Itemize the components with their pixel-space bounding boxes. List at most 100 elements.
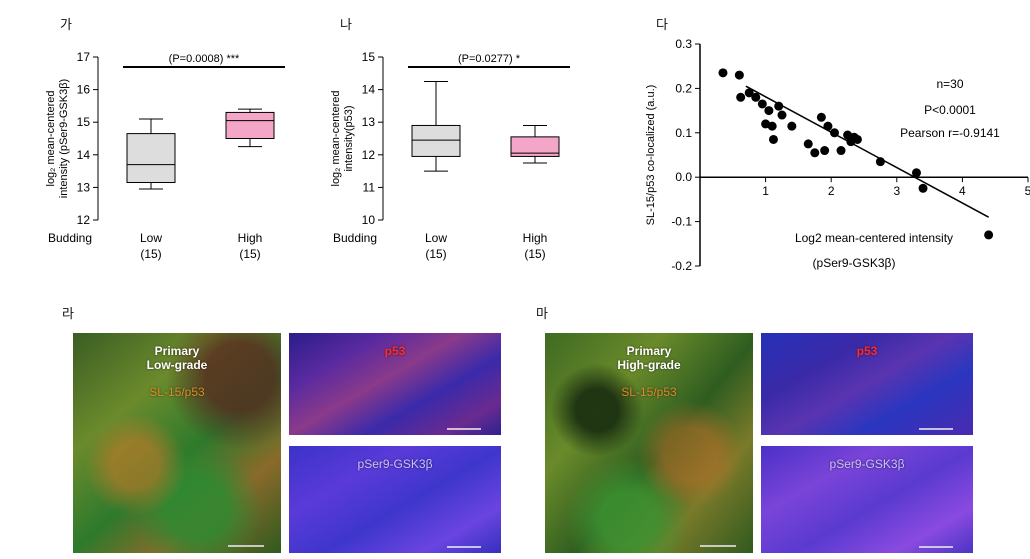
micrograph-high-grade-p53: p53 (761, 333, 973, 435)
caption-merge-label: SL-15/p53 (149, 385, 205, 399)
micrograph-low-grade-merged: Primary Low-grade SL-15/p53 (73, 333, 281, 553)
y-tick-label: 0.3 (675, 37, 692, 51)
panel-label-b: 나 (340, 18, 352, 33)
x-category-n: (15) (524, 247, 545, 261)
caption-pser9-gsk3b: pSer9-GSK3β (357, 457, 433, 471)
micrograph-high-grade-merged: Primary High-grade SL-15/p53 (545, 333, 753, 553)
data-point (918, 183, 928, 193)
data-point (911, 168, 921, 178)
x-category-n: (15) (239, 247, 260, 261)
y-tick-label: 0.2 (675, 81, 692, 95)
x-category-label: Low (425, 231, 447, 245)
data-point (836, 146, 846, 156)
y-axis-label: log₂ mean-centeredintensity (pSer9-GSK3β… (45, 79, 70, 198)
y-tick-label: 11 (363, 180, 376, 194)
y-tick-label: 13 (77, 180, 91, 194)
data-point (734, 70, 744, 80)
y-tick-label: 10 (362, 213, 376, 227)
x-category-n: (15) (425, 247, 446, 261)
panel-label-d: 라 (62, 307, 74, 322)
data-point (744, 88, 754, 98)
caption-p53: p53 (856, 344, 878, 358)
panel-label-e: 마 (536, 307, 548, 322)
scale-bar (228, 545, 264, 547)
box-low (126, 133, 176, 184)
x-category-n: (15) (140, 247, 161, 261)
significance-label: (P=0.0277) * (458, 53, 521, 65)
micrograph-low-grade-pser9-gsk3b: pSer9-GSK3β (289, 446, 501, 553)
x-tick-label: 1 (762, 184, 769, 198)
box-plot-pser9-gsk3b: 12 13 14 15 16 17 log₂ mean-centeredintensity … (45, 50, 285, 261)
y-tick-label: 0.0 (675, 170, 692, 184)
caption-primary: Primary (154, 344, 200, 358)
regression-line (745, 85, 989, 218)
y-tick-label: 14 (77, 148, 91, 162)
data-point (718, 68, 728, 78)
y-tick-label: 17 (77, 50, 91, 64)
data-point (820, 146, 830, 156)
stat-annotation: Pearson r=-0.9141 (900, 126, 1000, 140)
micrograph-low-grade-p53: p53 (289, 333, 501, 435)
caption-primary: Primary (626, 344, 672, 358)
x-tick-label: 4 (959, 184, 966, 198)
data-point (803, 139, 813, 149)
data-point (767, 121, 777, 131)
y-tick-label: 14 (362, 83, 376, 97)
caption-merge-label: SL-15/p53 (621, 385, 677, 399)
data-point (829, 128, 839, 138)
box-high (225, 111, 275, 139)
scale-bar (447, 428, 481, 430)
caption-p53: p53 (384, 344, 406, 358)
significance-label: (P=0.0008) *** (169, 53, 240, 65)
stat-annotation: P<0.0001 (924, 103, 976, 117)
data-point (757, 99, 767, 109)
y-tick-label: 12 (362, 148, 376, 162)
scale-bar (919, 546, 953, 548)
data-point (875, 157, 885, 167)
box-high (510, 136, 560, 157)
panel-label-c: 다 (656, 18, 668, 33)
stat-annotation: n=30 (936, 77, 963, 91)
data-point (736, 92, 746, 102)
x-tick-label: 3 (893, 184, 900, 198)
box-low (411, 124, 461, 157)
y-tick-label: 0.1 (675, 126, 692, 140)
y-tick-label: -0.1 (671, 215, 692, 229)
x-axis-title: Budding (48, 231, 92, 245)
caption-grade: Low-grade (146, 358, 208, 372)
data-point (816, 112, 826, 122)
scale-bar (700, 545, 736, 547)
scatter-plot-colocalization: -0.2 -0.1 0.0 0.1 0.2 0.3 1 2 3 4 5 SL-15/p53 co-lo… (645, 37, 1030, 273)
y-tick-label: 13 (362, 115, 376, 129)
x-category-label: High (523, 231, 548, 245)
box-plot-p53: 10 11 12 13 14 15 log₂ mean-centeredintensity(… (330, 50, 570, 261)
x-category-label: Low (140, 231, 162, 245)
caption-pser9-gsk3b: pSer9-GSK3β (829, 457, 905, 471)
data-point (774, 101, 784, 111)
data-point (768, 134, 778, 144)
x-axis-label: Log2 mean-centered intensity (795, 231, 953, 245)
data-point (751, 92, 761, 102)
y-tick-label: 12 (77, 213, 91, 227)
data-point (787, 121, 797, 131)
data-point (823, 121, 833, 131)
data-point (810, 148, 820, 158)
x-axis-title: Budding (333, 231, 377, 245)
x-axis-label-unit: (pSer9-GSK3β) (813, 256, 896, 270)
y-tick-label: 15 (362, 50, 376, 64)
data-point (764, 106, 774, 116)
y-axis-label: log₂ mean-centeredintensity(p53) (330, 91, 355, 187)
caption-grade: High-grade (617, 358, 681, 372)
data-point (984, 230, 994, 240)
scale-bar (919, 428, 953, 430)
panel-label-a: 가 (60, 18, 72, 33)
x-tick-label: 5 (1025, 184, 1030, 198)
data-point (852, 134, 862, 144)
y-axis-label: SL-15/p53 co-localized (a.u.) (645, 85, 657, 226)
scale-bar (447, 546, 481, 548)
y-tick-label: 16 (77, 83, 91, 97)
y-tick-label: 15 (77, 115, 91, 129)
micrograph-high-grade-pser9-gsk3b: pSer9-GSK3β (761, 446, 973, 553)
y-tick-label: -0.2 (671, 259, 692, 273)
x-tick-label: 2 (828, 184, 835, 198)
